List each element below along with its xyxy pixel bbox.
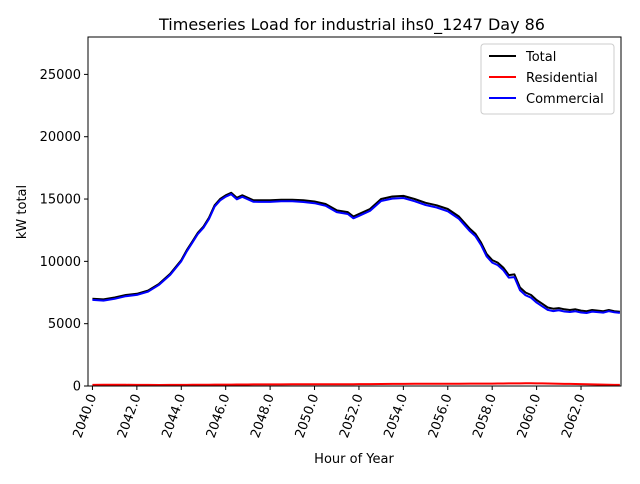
series-line-residential [92,382,620,386]
plot-lines [92,191,621,386]
legend-box [480,43,615,115]
y-tick-label: 0 [73,380,81,395]
y-axis-ticks: 0 5000 10000 15000 20000 25000 [40,68,88,395]
series-line-commercial [92,193,621,314]
y-tick-label: 20000 [40,130,81,145]
legend: Total Residential Commercial [480,43,615,115]
plot-frame [87,36,622,387]
y-tick-label: 25000 [40,68,81,83]
y-tick-label: 10000 [40,255,81,270]
x-axis-label: Hour of Year [314,452,394,467]
y-tick-label: 15000 [40,193,81,208]
chart-title: Timeseries Load for industrial ihs0_1247… [158,15,545,35]
legend-label-total: Total [525,50,556,65]
y-tick-label: 5000 [48,317,81,332]
y-axis-label: kW total [15,185,30,239]
legend-label-residential: Residential [526,71,598,86]
legend-label-commercial: Commercial [526,92,604,107]
